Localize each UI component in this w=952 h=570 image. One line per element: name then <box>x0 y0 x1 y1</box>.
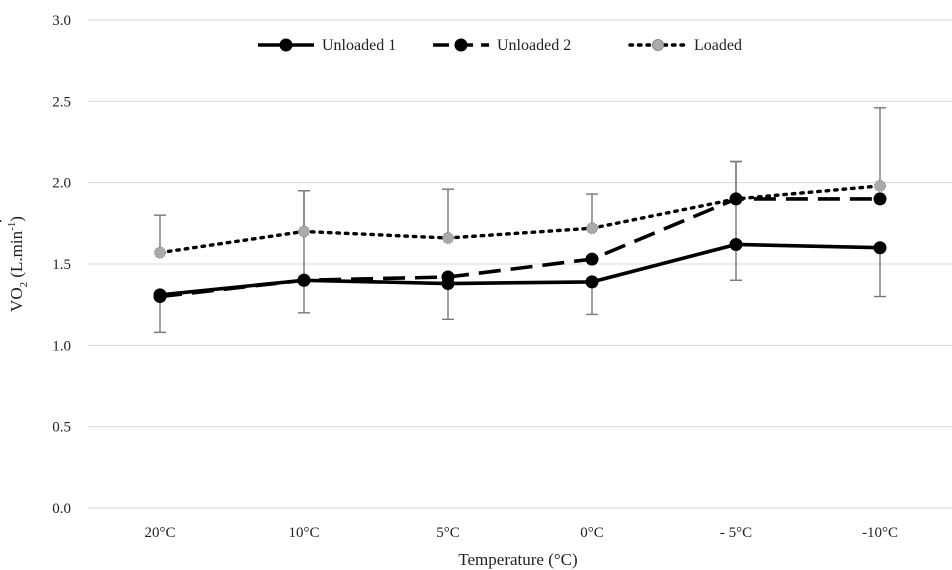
data-point <box>298 225 310 238</box>
x-tick-label: - 5°C <box>720 525 752 541</box>
y-axis-title-v: V <box>7 299 26 312</box>
y-axis-title: VO2 (L.min-1) <box>6 216 30 312</box>
y-axis-title-unit-close: ) <box>7 216 26 222</box>
legend-marker <box>454 38 468 52</box>
y-tick-label: 3.0 <box>52 13 71 29</box>
legend-label: Unloaded 1 <box>322 37 396 54</box>
x-tick-label: 20°C <box>144 525 175 541</box>
data-point <box>154 246 166 259</box>
x-axis-title: Temperature (°C) <box>458 550 577 569</box>
data-point <box>442 231 454 244</box>
series-line-unloaded-1 <box>159 242 881 297</box>
x-tick-label: 0°C <box>580 525 604 541</box>
data-point <box>585 275 599 289</box>
y-tick-label: 1.5 <box>52 257 71 273</box>
legend-label: Unloaded 2 <box>497 37 571 54</box>
legend-marker <box>279 38 293 52</box>
y-axis-ticks: 0.0 0.5 1.0 1.5 2.0 2.5 3.0 <box>52 13 71 517</box>
data-point <box>874 179 886 192</box>
data-point <box>873 192 887 206</box>
y-axis-title-o: O <box>7 287 26 299</box>
y-tick-label: 0.5 <box>52 420 71 436</box>
y-axis-title-dot: · <box>0 218 10 224</box>
data-point <box>153 288 167 302</box>
data-point <box>729 237 743 251</box>
data-point <box>297 273 311 287</box>
y-axis-title-unit-sup: -1 <box>6 222 18 231</box>
y-axis-title-sub: 2 <box>18 282 30 288</box>
legend-marker <box>652 39 664 51</box>
y-tick-label: 2.0 <box>52 176 71 192</box>
data-point <box>873 241 887 255</box>
data-point <box>441 277 455 291</box>
series-markers <box>153 179 887 304</box>
grid-lines <box>88 19 952 509</box>
x-tick-label: 10°C <box>288 525 319 541</box>
error-bars <box>154 107 886 334</box>
series-line-loaded <box>158 184 882 255</box>
data-point <box>586 222 598 235</box>
legend: Unloaded 1 Unloaded 2 Loaded <box>258 37 742 54</box>
x-tick-label: 5°C <box>436 525 460 541</box>
y-tick-label: 1.0 <box>52 338 71 354</box>
x-tick-label: -10°C <box>862 525 898 541</box>
series-lines <box>158 184 882 299</box>
series-line-unloaded-2 <box>159 197 880 299</box>
x-axis-ticks: 20°C 10°C 5°C 0°C - 5°C -10°C <box>144 525 898 541</box>
y-axis-title-unit: (L.min <box>7 230 26 281</box>
y-tick-label: 0.0 <box>52 501 71 517</box>
data-point <box>729 192 743 206</box>
y-tick-label: 2.5 <box>52 94 71 110</box>
data-point <box>585 252 599 266</box>
legend-label: Loaded <box>694 37 742 54</box>
